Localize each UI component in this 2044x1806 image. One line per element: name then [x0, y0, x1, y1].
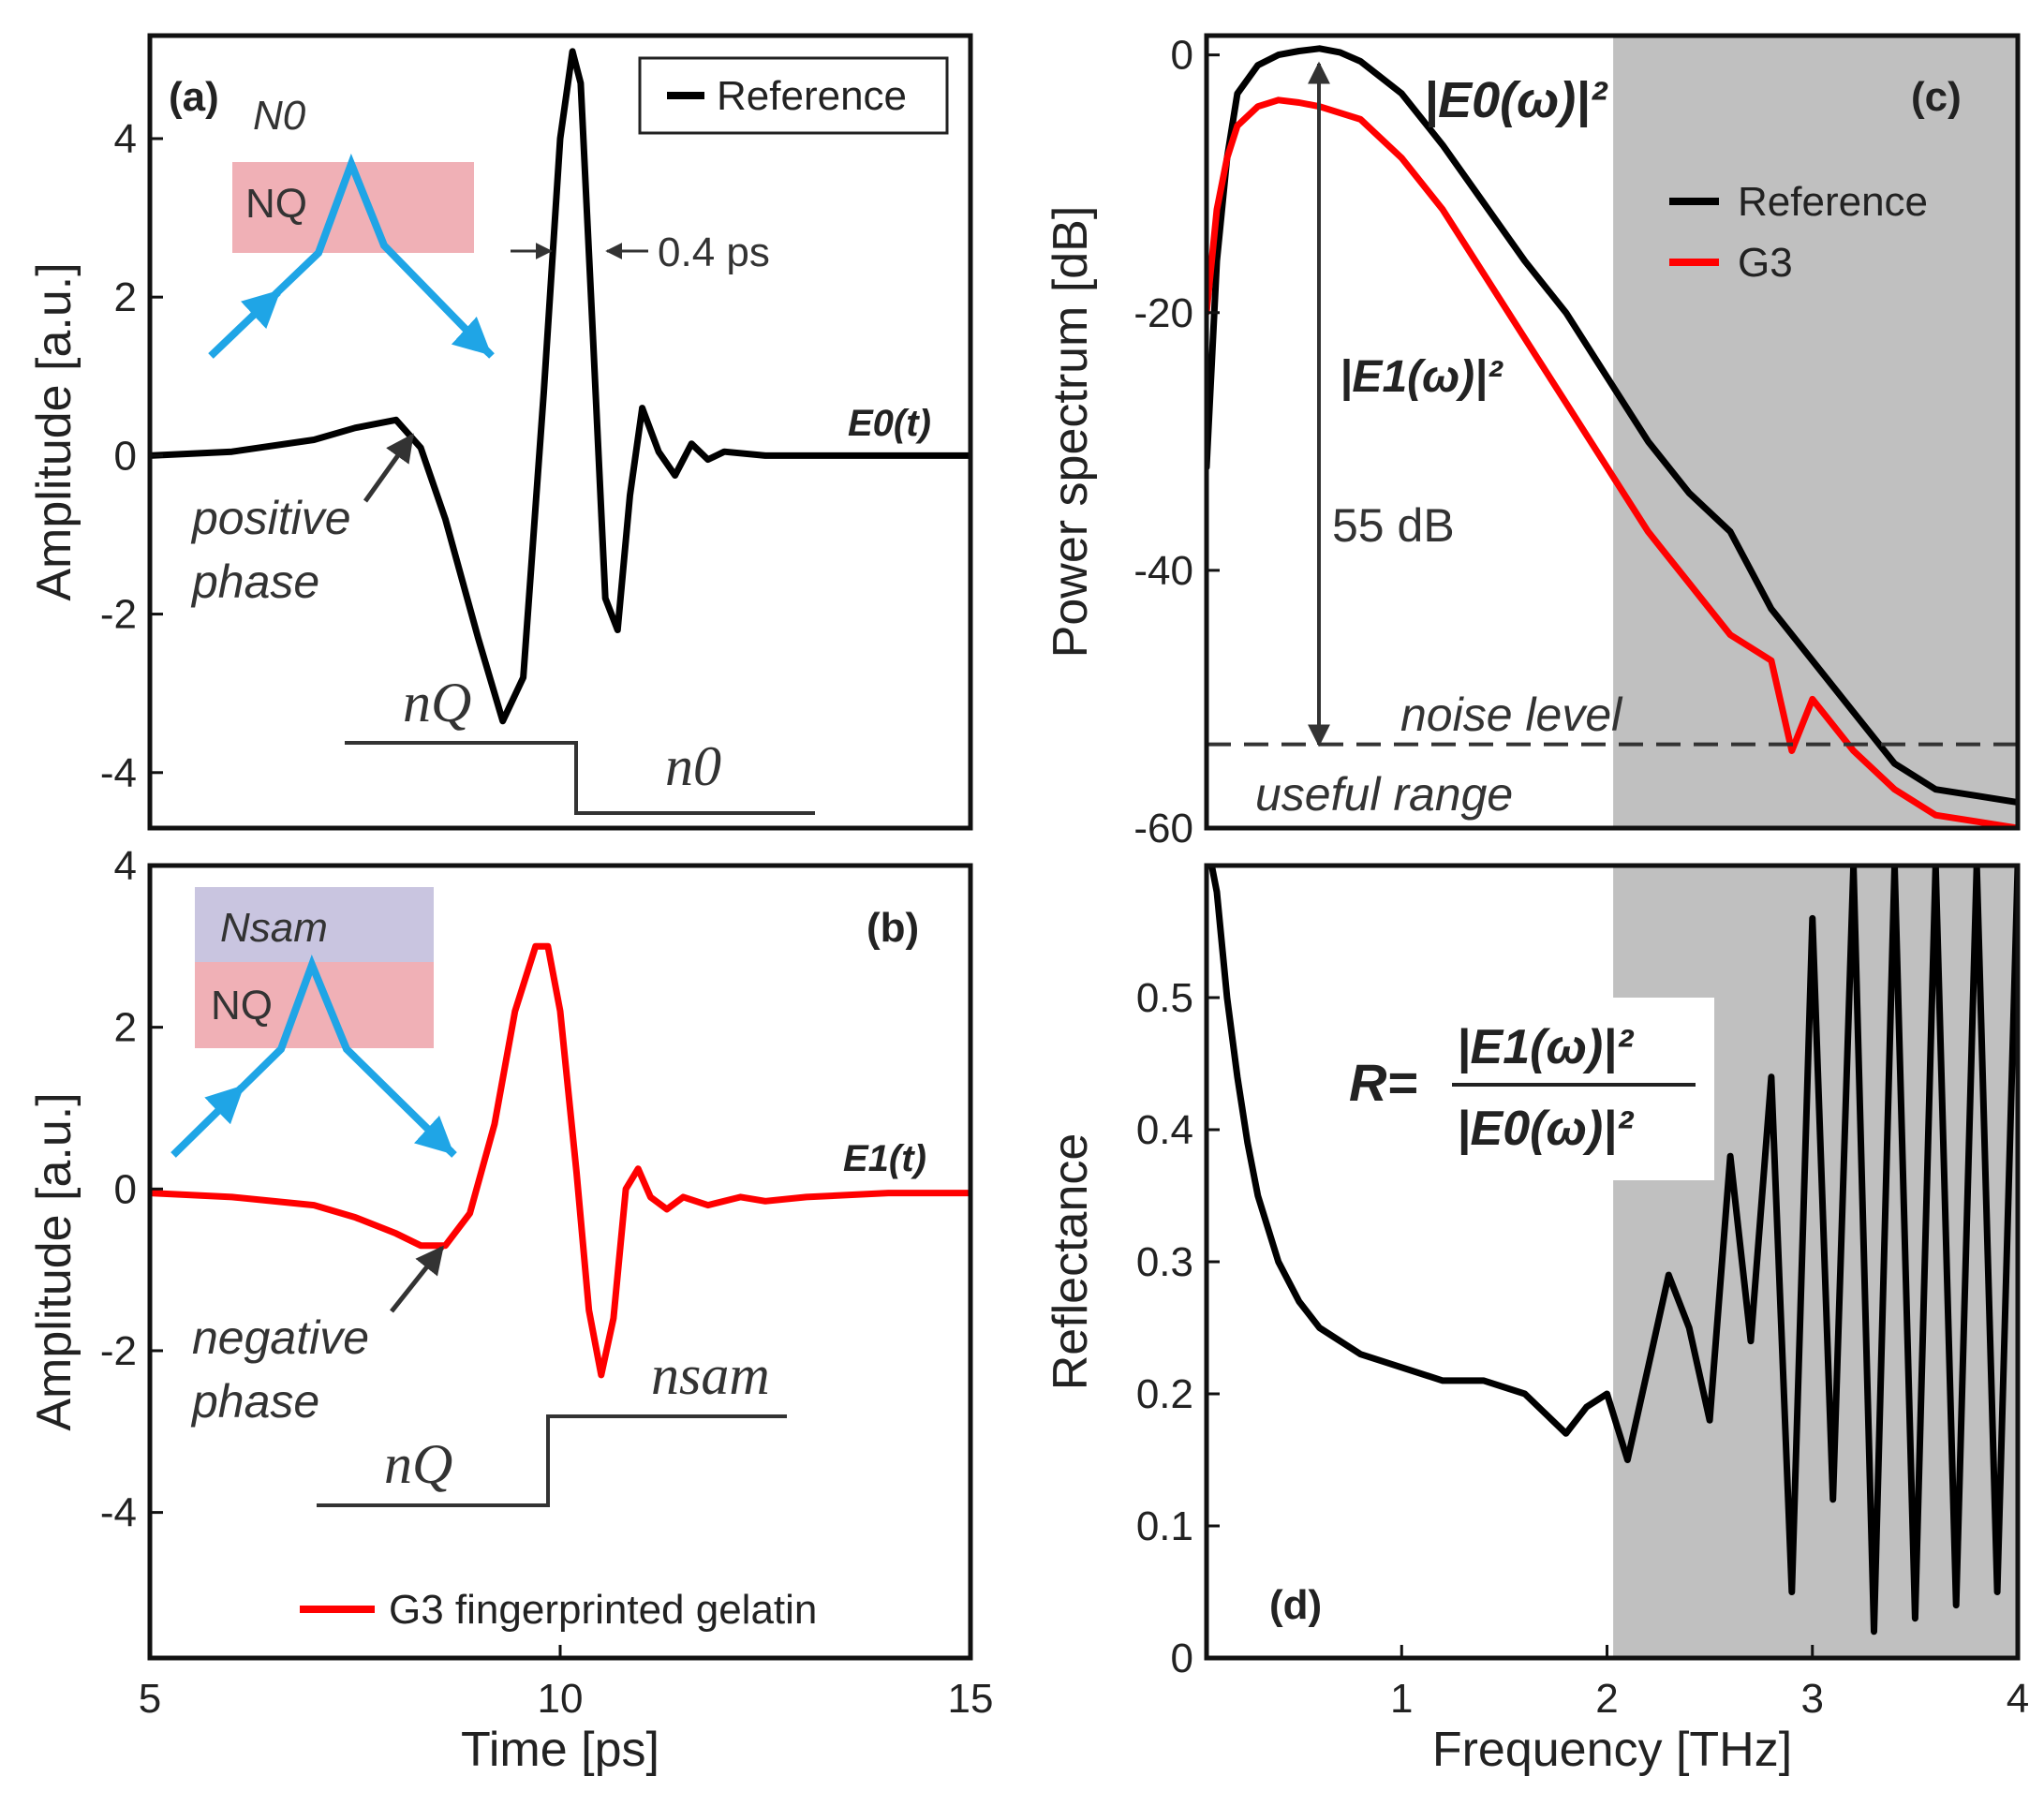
dynamic-range-label: 55 dB: [1332, 499, 1455, 552]
phase-arrow-b: [390, 1245, 444, 1313]
panel-d-label: (d): [1269, 1582, 1322, 1628]
y-tick-label-c: -20: [1133, 290, 1193, 336]
panel-a-inset: N0 NQ: [208, 93, 495, 359]
panel-d: 1 2 3 4 0.5 0.4 0.3 0.2 0.1 0 (d) R= |E1(ω)|² |E0…: [1136, 863, 2029, 1722]
x-tick-label-b: 5: [139, 1676, 161, 1722]
e1-spectrum-label: |E1(ω)|²: [1340, 352, 1504, 402]
x-tick-label-b: 10: [538, 1676, 584, 1722]
y-axis-label-reflectance: Reflectance: [1044, 1133, 1098, 1391]
panel-a-label: (a): [169, 74, 219, 120]
phase-label-b-1: negative: [192, 1311, 369, 1364]
y-tick-label-d: 0.5: [1136, 975, 1193, 1021]
equation-denominator: |E0(ω)|²: [1457, 1102, 1635, 1156]
x-tick-label-d: 1: [1390, 1676, 1413, 1722]
phase-label-b-2: phase: [190, 1375, 319, 1428]
equation-lhs: R=: [1349, 1053, 1417, 1112]
y-tick-label-c: -60: [1133, 806, 1193, 851]
step-right-a: n0: [665, 735, 721, 797]
x-tick-label-d: 2: [1595, 1676, 1618, 1722]
y-axis-label-amplitude-b: Amplitude [a.u.]: [27, 1092, 81, 1430]
ray-a: [208, 153, 495, 359]
ray-b: [170, 954, 457, 1158]
series-c-g3: [1207, 96, 2018, 828]
step-left-a: nQ: [403, 672, 471, 733]
signal-label-b: E1(t): [843, 1138, 926, 1179]
noise-level-label: noise level: [1400, 688, 1623, 741]
y-tick-label-d: 0: [1171, 1636, 1193, 1681]
step-right-b: nsam: [651, 1344, 770, 1406]
ray-b-arrow-out: [413, 1115, 454, 1155]
y-tick-label-b: 0: [114, 1166, 137, 1212]
y-tick-label-d: 0.4: [1136, 1107, 1193, 1153]
index-step-a: [345, 741, 815, 815]
x-axis-label-time: Time [ps]: [461, 1723, 659, 1777]
y-tick-label-d: 0.2: [1136, 1371, 1193, 1417]
y-tick-label-a: 4: [114, 116, 137, 162]
y-tick-label-a: -2: [100, 592, 137, 638]
series-b-g3-fingerprinted-gelatin: [150, 942, 970, 1379]
y-axis-label-power: Power spectrum [dB]: [1044, 206, 1098, 659]
equation-numerator: |E1(ω)|²: [1457, 1020, 1635, 1074]
y-tick-label-a: -4: [100, 750, 137, 796]
y-tick-label-b: -4: [100, 1490, 137, 1536]
legend-c-label-ref: Reference: [1738, 179, 1928, 225]
shaded-region-c: [1613, 36, 2018, 828]
legend-c-label-g3: G3: [1738, 240, 1793, 286]
phase-label-a-2: phase: [190, 555, 319, 608]
pulse-width-label: 0.4 ps: [658, 229, 770, 275]
x-axis-label-frequency: Frequency [THz]: [1432, 1723, 1792, 1777]
panel-a: N0 NQ 4 2 0 -2 -4 Reference (a) E0(t) 0.4 ps…: [100, 33, 973, 831]
y-tick-label-c: -40: [1133, 548, 1193, 594]
nsam-layer-b: [195, 887, 434, 962]
ray-b-arrow-in: [204, 1085, 244, 1125]
medium-top-a: N0: [253, 93, 306, 139]
y-tick-label-d: 0.1: [1136, 1503, 1193, 1549]
medium-bottom-b: NQ: [211, 983, 273, 1029]
x-tick-label-b: 15: [948, 1676, 994, 1722]
ray-a-arrow-in: [240, 289, 281, 330]
y-tick-label-b: 4: [114, 843, 137, 889]
y-tick-label-c: 0: [1171, 33, 1193, 79]
ray-a-arrow-out: [451, 316, 492, 356]
panel-c-label: (c): [1911, 74, 1962, 120]
e0-spectrum-label: |E0(ω)|²: [1424, 72, 1608, 128]
x-tick-label-d: 3: [1801, 1676, 1824, 1722]
series-d-r: [1207, 866, 2018, 1636]
equation-background: [1330, 998, 1714, 1180]
panel-b-inset: Nsam NQ: [170, 887, 457, 1158]
y-tick-label-d: 0.3: [1136, 1239, 1193, 1285]
index-step-b: [317, 1414, 787, 1507]
useful-range-label: useful range: [1255, 768, 1513, 821]
panel-c: 0 -20 -40 -60 (c) Reference G3 |E0(ω)|² |E1…: [1133, 33, 2021, 851]
x-tick-label-d: 4: [2007, 1676, 2029, 1722]
legend-a-label: Reference: [717, 73, 907, 119]
phase-label-a-1: positive: [190, 492, 351, 544]
signal-label-a: E0(t): [848, 403, 931, 444]
step-left-b: nQ: [384, 1433, 452, 1495]
y-tick-label-a: 2: [114, 274, 137, 320]
series-c-reference: [1207, 45, 2018, 806]
y-tick-label-b: -2: [100, 1328, 137, 1374]
phase-arrow-a: [363, 433, 415, 503]
series-a-reference: [150, 48, 970, 725]
y-tick-label-b: 2: [114, 1005, 137, 1051]
y-axis-label-amplitude-a: Amplitude [a.u.]: [27, 262, 81, 600]
y-tick-label-a: 0: [114, 433, 137, 479]
medium-top-b: Nsam: [220, 905, 328, 951]
panel-b-label: (b): [866, 905, 919, 951]
medium-bottom-a: NQ: [245, 181, 307, 227]
legend-b-label: G3 fingerprinted gelatin: [389, 1587, 817, 1633]
